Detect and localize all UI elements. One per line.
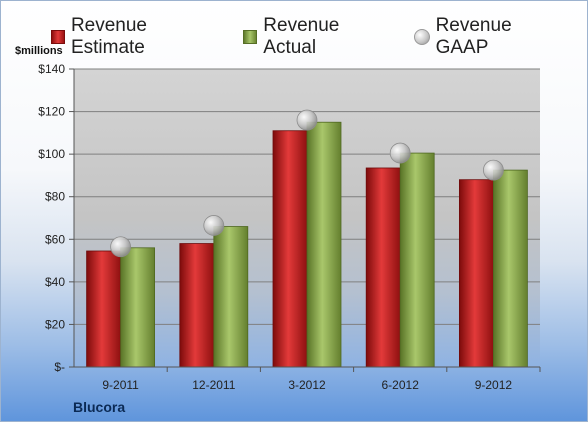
x-tick-label: 12-2011 <box>192 378 235 392</box>
x-tick-label: 3-2012 <box>288 378 326 392</box>
y-tick-label: $80 <box>45 190 65 204</box>
legend-label-gaap: Revenue GAAP <box>435 15 512 58</box>
y-tick-label: $40 <box>45 275 65 289</box>
legend-item-estimate: Revenue Estimate <box>51 15 225 59</box>
bar-revenue-actual <box>120 247 155 368</box>
bar-revenue-estimate <box>458 179 494 368</box>
bar-revenue-estimate <box>179 243 215 368</box>
marker-revenue-gaap <box>203 215 225 236</box>
bar-revenue-actual <box>306 121 342 368</box>
x-tick-label: 6-2012 <box>382 378 420 392</box>
legend-swatch-actual <box>243 30 258 44</box>
legend-item-gaap: Revenue GAAP <box>413 15 569 59</box>
y-tick-label: $20 <box>45 317 65 331</box>
bar-revenue-actual <box>399 152 435 368</box>
bar-revenue-estimate <box>272 130 308 368</box>
bar-revenue-actual <box>213 226 249 368</box>
x-tick-label: 9-2011 <box>102 378 139 392</box>
marker-revenue-gaap <box>296 109 318 131</box>
legend-marker-gaap <box>413 29 430 45</box>
y-tick-label: $100 <box>38 147 65 161</box>
y-axis-unit-label: $millions <box>15 45 63 57</box>
company-name: Blucora <box>73 399 126 415</box>
y-tick-label: $60 <box>45 232 65 246</box>
legend-item-actual: Revenue Actual <box>243 15 395 59</box>
legend-swatch-estimate <box>51 30 65 44</box>
y-tick-label: $- <box>54 360 65 374</box>
bar-revenue-estimate <box>365 167 401 368</box>
bar-revenue-actual <box>492 169 528 368</box>
legend-label-estimate: Revenue Estimate <box>70 15 147 58</box>
marker-revenue-gaap <box>482 159 504 181</box>
x-tick-label: 9-2012 <box>475 378 513 392</box>
marker-revenue-gaap <box>110 236 131 258</box>
legend-label-actual: Revenue Actual <box>263 15 340 58</box>
y-tick-label: $120 <box>38 105 65 119</box>
bar-revenue-estimate <box>86 250 121 368</box>
legend: Revenue Estimate Revenue Actual Revenue … <box>51 15 587 59</box>
marker-revenue-gaap <box>389 142 411 164</box>
y-tick-label: $140 <box>38 62 65 76</box>
